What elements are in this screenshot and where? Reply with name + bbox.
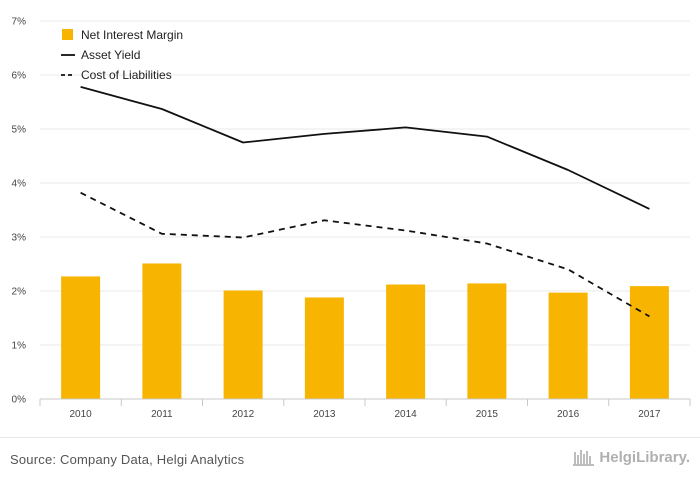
- x-tick-label: 2016: [557, 409, 580, 420]
- bar-2012: [223, 290, 263, 399]
- library-icon: [573, 450, 595, 466]
- legend-label: Net Interest Margin: [81, 28, 183, 42]
- legend-label: Cost of Liabilities: [81, 68, 172, 82]
- legend-label: Asset Yield: [81, 48, 140, 62]
- y-tick-label: 1%: [12, 341, 27, 352]
- bar-2016: [548, 292, 588, 399]
- bar-2010: [61, 276, 101, 399]
- bar-2014: [386, 284, 426, 399]
- y-tick-label: 0%: [12, 395, 27, 406]
- helgi-library-logo: HelgiLibrary.: [573, 448, 690, 466]
- lines: [80, 86, 650, 318]
- x-tick-label: 2010: [70, 409, 93, 420]
- legend: Net Interest Margin Asset Yield Cost of Li…: [61, 28, 183, 82]
- bar-2011: [142, 263, 182, 399]
- y-tick-label: 5%: [12, 125, 27, 136]
- bar-2013: [304, 297, 344, 399]
- bar-2017: [629, 286, 669, 399]
- y-tick-label: 2%: [12, 287, 27, 298]
- bars: [61, 263, 669, 399]
- cost-of-liabilities-line: [80, 191, 650, 318]
- chart: 0% 1% 2% 3% 4% 5% 6% 7% 2010 2011 2012 2013 2014 2015…: [12, 17, 691, 420]
- axes: 0% 1% 2% 3% 4% 5% 6% 7% 2010 2011 2012 2013 2014 2015…: [12, 17, 691, 420]
- x-tick-label: 2013: [313, 409, 336, 420]
- x-tick-label: 2011: [151, 409, 173, 420]
- logo-text: HelgiLibrary.: [599, 448, 690, 466]
- source-text: Source: Company Data, Helgi Analytics: [10, 452, 245, 467]
- bar-2015: [467, 283, 507, 399]
- legend-swatch-bar: [62, 29, 73, 40]
- y-tick-label: 3%: [12, 233, 27, 244]
- y-tick-label: 7%: [12, 17, 27, 28]
- y-tick-label: 4%: [12, 179, 27, 190]
- asset-yield-line: [80, 86, 650, 210]
- footer: Source: Company Data, Helgi Analytics He…: [0, 437, 700, 484]
- y-tick-label: 6%: [12, 71, 27, 82]
- x-tick-label: 2012: [232, 409, 255, 420]
- x-tick-label: 2017: [638, 409, 661, 420]
- x-tick-label: 2014: [395, 409, 418, 420]
- x-tick-label: 2015: [476, 409, 499, 420]
